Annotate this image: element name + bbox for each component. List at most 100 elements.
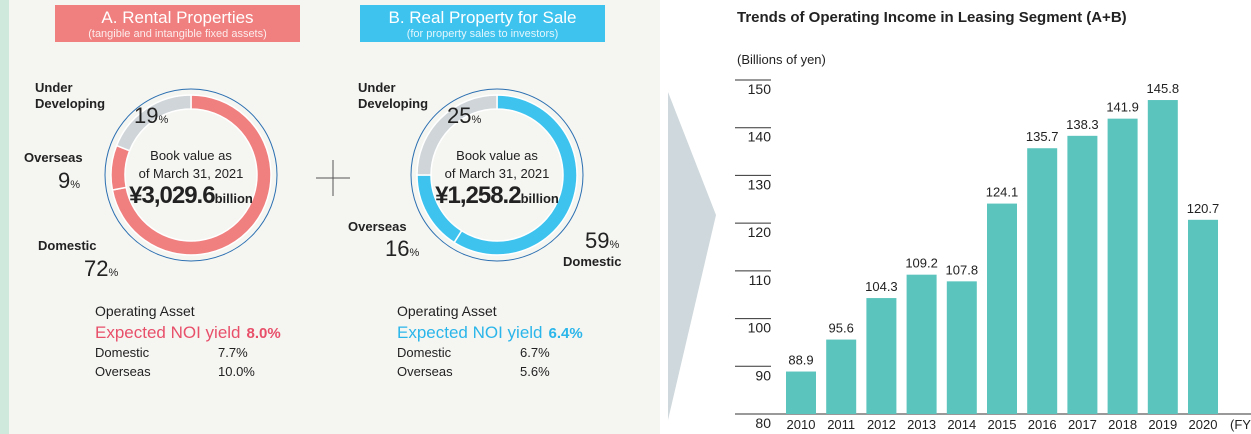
slice-name: Domestic: [38, 238, 126, 254]
center-line: Book value as: [417, 147, 577, 165]
center-line: Book value as: [111, 147, 271, 165]
chevron: [668, 92, 716, 420]
donut-slice: [416, 94, 498, 176]
bar: [987, 203, 1017, 414]
slice-name: Under Developing: [358, 80, 446, 112]
slice-name-text: Under Developing: [35, 80, 106, 111]
x-tick-label: 2010: [787, 417, 816, 432]
bar-value-label: 88.9: [788, 353, 813, 368]
slice-name: Under Developing: [35, 80, 123, 112]
bar-value-label: 107.8: [946, 262, 979, 277]
center-label: Book value as of March 31, 2021 ¥3,029.6bi…: [111, 147, 271, 208]
y-axis-label: (Billions of yen): [737, 52, 826, 67]
noi-row-name: Overseas: [95, 364, 151, 379]
noi-yield-value: 6.4%: [548, 325, 583, 342]
noi-yield-value: 8.0%: [246, 325, 281, 342]
slice-value-number: 59: [585, 228, 610, 253]
noi-row-value: 10.0%: [218, 364, 255, 379]
slice-value-unit: %: [70, 179, 81, 191]
center-line-text: of March 31, 2021: [444, 166, 550, 181]
chart-header: A. Rental Properties (tangible and intang…: [55, 5, 300, 42]
slice-name-text: Under Developing: [358, 80, 429, 111]
x-tick-label: 2017: [1068, 417, 1097, 432]
header-subtitle: (for property sales to investors): [360, 28, 605, 40]
noi-row: Domestic 6.7%: [397, 345, 637, 364]
noi-row: Domestic 7.7%: [95, 345, 335, 364]
noi-row-name: Domestic: [95, 345, 150, 360]
slice-value-unit: %: [471, 114, 482, 126]
slice-name: Overseas: [348, 219, 436, 235]
center-line: of March 31, 2021: [111, 165, 271, 183]
slice-value: 59%: [585, 228, 619, 254]
bar: [1027, 148, 1058, 414]
header-title-text: B. Real Property for Sale: [388, 8, 577, 27]
bar-value-label: 104.3: [865, 279, 898, 294]
noi-row-value: 5.6%: [520, 364, 550, 379]
slice-value-number: 25: [447, 103, 472, 128]
noi-yield: Expected NOI yield 6.4%: [397, 323, 637, 343]
slice-value-unit: %: [609, 239, 620, 251]
y-tick-label: 100: [748, 320, 772, 336]
x-tick-label: 2012: [867, 417, 896, 432]
header-title-text: A. Rental Properties: [101, 8, 254, 27]
x-tick-label: 2015: [988, 417, 1017, 432]
slice-name: Domestic: [563, 254, 651, 270]
noi-heading-text: Operating Asset: [95, 303, 195, 319]
slice-value-number: 9: [58, 168, 71, 193]
x-tick-label: 2016: [1028, 417, 1057, 432]
chart-title: Trends of Operating Income in Leasing Se…: [737, 9, 1127, 26]
bar: [906, 274, 937, 414]
center-line: of March 31, 2021: [417, 165, 577, 183]
header-subtitle-text: (tangible and intangible fixed assets): [88, 28, 267, 40]
y-tick-label: 130: [748, 176, 772, 192]
slice-name-text: Domestic: [38, 238, 97, 253]
slice-value-unit: %: [409, 247, 420, 259]
header-subtitle: (tangible and intangible fixed assets): [55, 28, 300, 40]
donut-outline: [410, 88, 584, 262]
bar: [866, 298, 897, 414]
x-tick-label: 2019: [1148, 417, 1177, 432]
center-label: Book value as of March 31, 2021 ¥1,258.2bi…: [417, 147, 577, 208]
header-title: B. Real Property for Sale: [360, 8, 605, 28]
center-line-text: Book value as: [456, 148, 538, 163]
center-line-text: Book value as: [150, 148, 232, 163]
bar-value-label: 124.1: [986, 185, 1019, 200]
noi-heading: Operating Asset: [95, 303, 335, 319]
noi-yield: Expected NOI yield 8.0%: [95, 323, 335, 343]
x-tick-label: 2014: [947, 417, 976, 432]
slice-name-text: Overseas: [348, 219, 407, 234]
noi-heading-text: Operating Asset: [397, 303, 497, 319]
noi-heading: Operating Asset: [397, 303, 637, 319]
bar-value-label: 120.7: [1187, 201, 1220, 216]
slice-value: 19%: [134, 103, 168, 129]
chart-header: B. Real Property for Sale (for property s…: [360, 5, 605, 42]
slice-value: 72%: [84, 256, 118, 282]
bar: [1188, 219, 1218, 414]
noi-yield-label: Expected NOI yield: [95, 323, 241, 342]
y-tick-label: 90: [755, 367, 771, 383]
header-subtitle-text: (for property sales to investors): [406, 28, 559, 40]
slice-value-number: 19: [134, 103, 159, 128]
noi-row-name: Domestic: [397, 345, 452, 360]
center-value-number: ¥1,258.2: [435, 182, 521, 209]
center-value-unit: billion: [214, 191, 253, 206]
noi-row-name: Overseas: [397, 364, 453, 379]
x-tick-label: 2013: [907, 417, 936, 432]
bar-value-label: 138.3: [1066, 117, 1099, 132]
bar: [946, 281, 977, 414]
center-value: ¥1,258.2billion: [417, 184, 577, 208]
slice-value: 25%: [447, 103, 481, 129]
bar-value-label: 135.7: [1026, 129, 1059, 144]
center-line-text: of March 31, 2021: [138, 166, 244, 181]
slice-value-number: 72: [84, 256, 109, 281]
header-title: A. Rental Properties: [55, 8, 300, 28]
side-strip: [0, 0, 9, 434]
slice-value: 9%: [58, 168, 80, 194]
bar-value-label: 141.9: [1106, 100, 1139, 115]
bar-value-label: 145.8: [1147, 81, 1180, 96]
bar: [786, 371, 816, 414]
center-value-unit: billion: [520, 191, 559, 206]
bar: [1147, 100, 1178, 414]
y-tick-label: 150: [748, 81, 772, 97]
